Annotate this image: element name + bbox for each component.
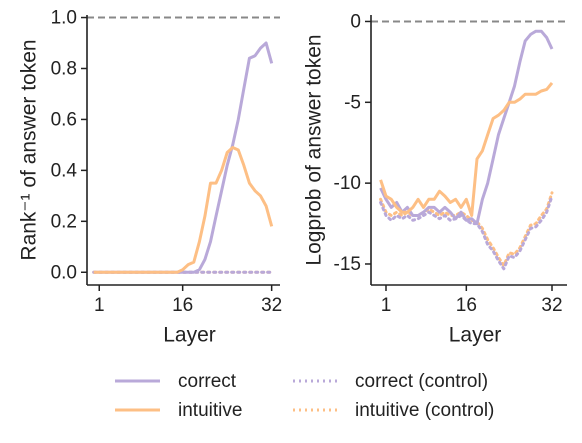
series-line	[379, 29, 554, 226]
y-tick-label: -5	[344, 92, 361, 113]
y-tick-label: 0.4	[51, 160, 78, 181]
y-tick-label: 0	[350, 11, 361, 32]
x-tick-label: 1	[381, 295, 392, 316]
y-tick-label: 1.0	[51, 8, 77, 29]
x-tick-label: 16	[456, 295, 477, 316]
y-tick-label: 0.0	[51, 262, 77, 283]
legend-label: correct (control)	[355, 371, 488, 392]
series-line	[93, 146, 274, 274]
x-tick-label: 1	[94, 295, 105, 316]
series-line	[379, 81, 554, 217]
legend-label: intuitive	[178, 400, 242, 421]
series-line	[379, 191, 554, 268]
y-axis-label: Rank⁻¹ of answer token	[18, 39, 41, 260]
x-axis-label: Layer	[163, 324, 216, 347]
legend-label: intuitive (control)	[355, 400, 494, 421]
legend-label: correct	[178, 371, 237, 392]
x-axis-label: Layer	[449, 324, 502, 347]
x-tick-label: 32	[261, 295, 282, 316]
y-tick-label: -15	[334, 254, 361, 275]
series-line	[93, 41, 274, 274]
x-tick-label: 16	[172, 295, 193, 316]
legend: correct intuitive correct (control) intu…	[115, 371, 494, 421]
y-axis-label: Logprob of answer token	[303, 34, 326, 265]
x-tick-label: 32	[541, 295, 562, 316]
y-tick-label: -10	[334, 173, 361, 194]
y-tick-label: 0.2	[51, 211, 77, 232]
y-tick-label: 0.6	[51, 109, 77, 130]
y-tick-label: 0.8	[51, 59, 77, 80]
